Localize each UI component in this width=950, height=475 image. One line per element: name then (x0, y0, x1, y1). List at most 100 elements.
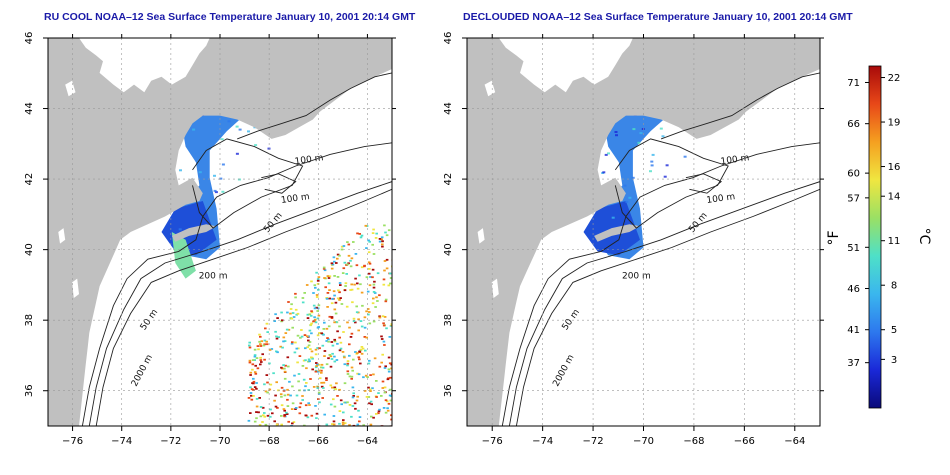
speckle-pixel (358, 350, 361, 353)
y-tick-label: 40 (443, 243, 454, 256)
speckle-pixel (317, 304, 321, 307)
speckle-pixel (330, 358, 334, 360)
sst-pixel (628, 196, 632, 199)
speckle-pixel (339, 341, 343, 344)
speckle-pixel (265, 340, 268, 343)
sst-pixel (221, 163, 225, 166)
speckle-pixel (349, 336, 353, 338)
speckle-pixel (352, 392, 355, 395)
speckle-pixel (287, 365, 290, 368)
speckle-pixel (368, 240, 371, 243)
depth-contour (88, 181, 392, 426)
speckle-pixel (287, 301, 290, 303)
speckle-pixel (302, 359, 306, 362)
speckle-pixel (318, 332, 321, 334)
speckle-pixel (248, 341, 251, 344)
speckle-pixel (346, 370, 350, 373)
speckle-pixel (289, 308, 293, 310)
speckle-pixel (253, 355, 257, 358)
speckle-pixel (290, 317, 294, 320)
speckle-pixel (318, 377, 322, 380)
speckle-pixel (282, 340, 285, 343)
colorbar-c-label: 22 (888, 73, 901, 84)
speckle-pixel (326, 337, 329, 339)
speckle-pixel (280, 404, 284, 407)
speckle-pixel (310, 332, 313, 335)
speckle-pixel (334, 388, 338, 391)
speckle-pixel (354, 277, 357, 280)
sst-pixel (247, 130, 250, 133)
speckle-pixel (279, 393, 283, 396)
speckle-pixel (296, 361, 299, 364)
speckle-pixel (365, 247, 368, 249)
y-tick-label: 46 (443, 32, 454, 45)
speckle-pixel (360, 325, 364, 328)
speckle-pixel (326, 292, 330, 294)
speckle-pixel (350, 332, 354, 335)
speckle-pixel (355, 305, 358, 308)
speckle-pixel (370, 415, 373, 418)
left-map-title: RU COOL NOAA–12 Sea Surface Temperature … (44, 11, 416, 23)
sst-pixel (637, 141, 641, 144)
speckle-pixel (378, 316, 382, 319)
speckle-pixel (286, 405, 290, 407)
speckle-pixel (367, 396, 371, 398)
speckle-pixel (303, 334, 307, 336)
land-mainland (48, 38, 392, 426)
speckle-pixel (381, 380, 385, 383)
speckle-pixel (303, 292, 306, 294)
speckle-pixel (372, 228, 375, 231)
depth-contour (660, 72, 820, 140)
colorbar-c-label: 16 (888, 162, 901, 173)
speckle-pixel (350, 366, 354, 369)
speckle-pixel (307, 339, 310, 342)
speckle-pixel (346, 364, 349, 367)
speckle-pixel (253, 359, 256, 361)
speckle-pixel (264, 327, 267, 330)
speckle-pixel (330, 317, 334, 319)
speckle-pixel (253, 386, 257, 388)
speckle-pixel (349, 265, 353, 268)
speckle-pixel (276, 407, 279, 409)
speckle-pixel (344, 282, 348, 285)
x-tick-label: −70 (633, 436, 654, 447)
sst-pixel (611, 216, 615, 219)
speckle-pixel (367, 272, 371, 275)
speckle-pixel (382, 322, 385, 325)
depth-contour (192, 138, 304, 229)
speckle-pixel (371, 243, 374, 246)
speckle-pixel (336, 297, 340, 300)
speckle-pixel (374, 237, 378, 239)
speckle-pixel (352, 395, 355, 397)
lat-lon-grid (467, 38, 820, 426)
speckle-pixel (299, 402, 303, 405)
speckle-pixel (341, 272, 345, 274)
speckle-pixel (387, 370, 391, 373)
speckle-pixel (376, 272, 380, 275)
speckle-pixel (381, 315, 385, 318)
speckle-pixel (259, 343, 262, 345)
speckle-pixel (383, 260, 387, 262)
sst-pixel (639, 132, 643, 135)
speckle-pixel (357, 409, 360, 412)
speckle-pixel (377, 392, 380, 394)
x-tick-label: −70 (209, 436, 230, 447)
speckle-pixel (310, 356, 313, 359)
contour-label: 100 m (720, 153, 750, 167)
speckle-pixel (342, 419, 345, 421)
speckle-pixel (378, 238, 382, 240)
speckle-pixel (263, 343, 266, 346)
speckle-pixel (371, 276, 374, 279)
y-tick-label: 36 (24, 384, 35, 397)
speckle-pixel (276, 317, 279, 319)
speckle-pixel (317, 370, 320, 373)
speckle-pixel (352, 424, 356, 426)
speckle-pixel (389, 399, 392, 402)
speckle-pixel (356, 232, 359, 235)
sst-pixel (663, 175, 667, 178)
speckle-pixel (291, 341, 294, 344)
speckle-pixel (298, 355, 302, 357)
speckle-pixel (327, 277, 331, 279)
depth-contour (508, 181, 820, 426)
